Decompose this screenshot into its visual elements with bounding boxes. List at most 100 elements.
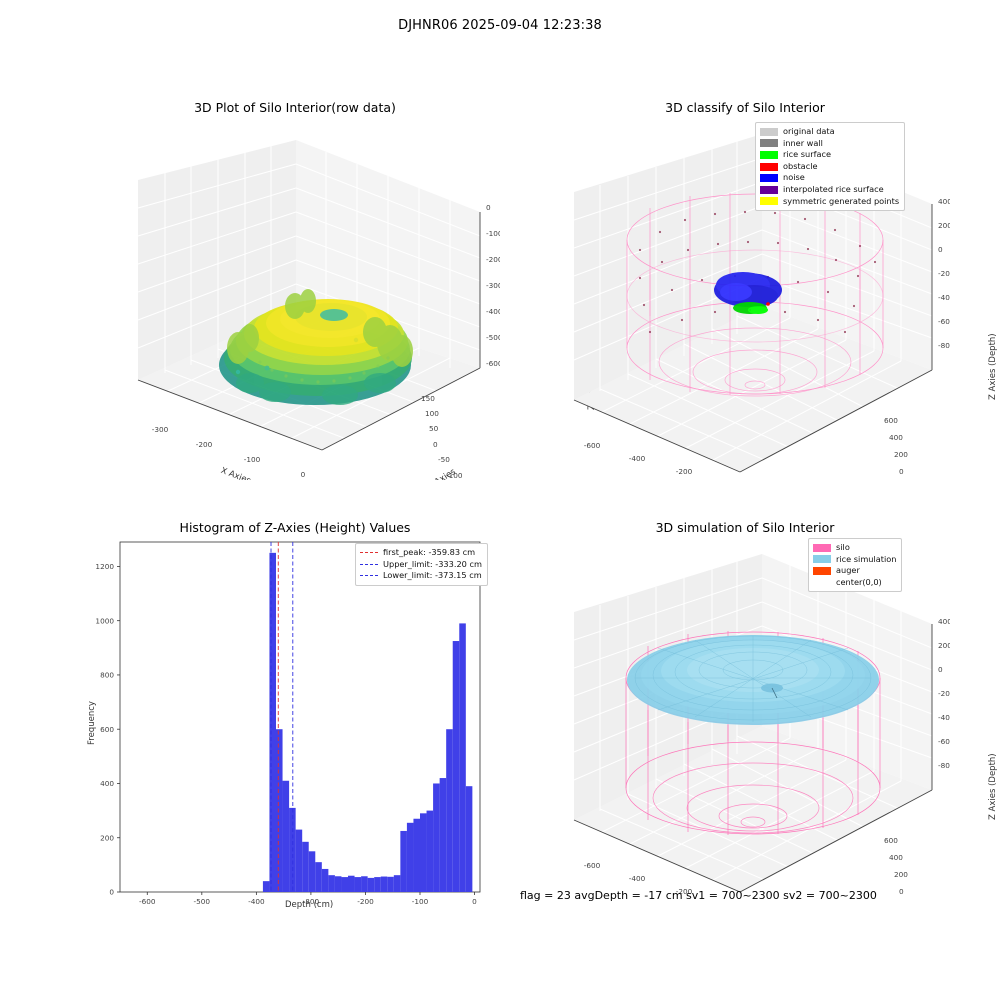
legend-label: auger [836, 565, 860, 576]
histogram-bar [406, 822, 414, 892]
legend-label: obstacle [783, 160, 818, 171]
hist-ytick-label: 600 [100, 725, 114, 734]
panel-3d-classify: 3D classify of Silo Interior [540, 100, 998, 480]
legend-item: auger [813, 565, 896, 577]
histogram-bar [374, 877, 381, 892]
svg-text:-300: -300 [486, 281, 503, 290]
svg-text:-400: -400 [911, 921, 928, 930]
legend-item: Upper_limit: -333.20 cm [360, 559, 482, 571]
legend-label: original data [783, 126, 835, 136]
histogram-bar [308, 851, 316, 892]
histogram-bar [387, 876, 394, 892]
classify-ylabel: Y Axies [893, 479, 926, 505]
svg-text:400: 400 [938, 197, 952, 206]
svg-text:200: 200 [938, 221, 952, 230]
svg-text:-400: -400 [938, 713, 955, 722]
sim-zlabel: Z Axies (Depth) [988, 753, 998, 820]
legend-item: Lower_limit: -373.15 cm [360, 570, 482, 582]
legend-label: center(0,0) [836, 576, 882, 587]
legend-item: center(0,0) [813, 577, 896, 589]
legend-swatch-symmetric-generated-points [760, 197, 778, 206]
histogram-bar [302, 841, 309, 892]
svg-text:400: 400 [889, 853, 903, 862]
histogram-bar [328, 875, 335, 892]
sim-legend: silo rice simulation auger center(0,0) [808, 538, 903, 593]
hist-xtick-label: -500 [194, 897, 211, 906]
legend-item: symmetric generated points [760, 196, 899, 208]
svg-text:-600: -600 [938, 737, 955, 746]
svg-text:-100: -100 [244, 455, 261, 464]
raw-xlabel: X Axies [219, 466, 252, 487]
svg-text:200: 200 [408, 498, 422, 507]
legend-item: interpolated rice surface [760, 184, 899, 196]
legend-label: silo [836, 542, 850, 552]
svg-text:-50: -50 [438, 455, 450, 464]
legend-item: silo [813, 542, 896, 554]
svg-text:-600: -600 [938, 317, 955, 326]
outlier-point [235, 369, 241, 375]
svg-text:-200: -200 [464, 501, 481, 510]
histogram-bar [341, 877, 348, 892]
legend-swatch-silo [813, 543, 831, 552]
svg-text:-200: -200 [676, 467, 693, 476]
svg-text:0: 0 [727, 480, 732, 489]
legend-dash-upper-limit [360, 563, 378, 565]
histogram-bar [420, 813, 427, 892]
svg-text:-600: -600 [584, 861, 601, 870]
histogram-bar [282, 780, 290, 892]
hist-xtick-label: -100 [412, 897, 429, 906]
hist-xtick-label: -600 [139, 897, 156, 906]
svg-text:-150: -150 [454, 486, 471, 495]
histogram-bar [452, 641, 460, 892]
svg-text:150: 150 [421, 394, 435, 403]
histogram-bar [334, 876, 342, 892]
histogram-bar [269, 552, 276, 892]
svg-text:-400: -400 [938, 293, 955, 302]
legend-label: rice simulation [836, 553, 897, 564]
svg-text:400: 400 [938, 617, 952, 626]
panel-histogram: Histogram of Z-Axies (Height) Values 0 20… [87, 520, 500, 920]
svg-text:200: 200 [894, 870, 908, 879]
legend-label: first_peak: -359.83 cm [383, 547, 476, 557]
hist-ytick-label: 800 [100, 671, 114, 680]
svg-text:-200: -200 [938, 689, 955, 698]
legend-label: rice surface [783, 149, 832, 160]
hist-ylabel: Frequency [87, 701, 97, 745]
svg-text:400: 400 [821, 924, 835, 933]
legend-swatch-interpolated-rice-surface [760, 185, 778, 194]
histogram-bar [400, 830, 407, 892]
svg-text:0: 0 [486, 203, 491, 212]
histogram-bar [439, 778, 447, 892]
panel-raw-title: 3D Plot of Silo Interior(row data) [194, 100, 396, 115]
svg-text:100: 100 [425, 409, 439, 418]
histogram-bar [321, 868, 329, 892]
histogram-bar [426, 810, 434, 892]
hist-xtick-label: -400 [248, 897, 265, 906]
histogram-bar [348, 875, 355, 892]
histogram-bar [459, 623, 466, 892]
legend-swatch-auger [813, 566, 831, 575]
hist-xlabel: Depth (cm) [285, 900, 334, 910]
svg-text:-400: -400 [486, 307, 503, 316]
histogram-bar [413, 818, 420, 892]
svg-text:-200: -200 [486, 255, 503, 264]
hist-legend: first_peak: -359.83 cm Upper_limit: -333… [355, 543, 488, 586]
histogram-bar [354, 877, 362, 892]
panel-classify-title: 3D classify of Silo Interior [665, 100, 825, 115]
svg-text:0: 0 [938, 245, 943, 254]
svg-text:-200: -200 [196, 440, 213, 449]
plot-histogram[interactable]: 0 200 400 600 800 1000 1200 -600 -500 -400 -300 -2… [90, 520, 500, 920]
status-text: flag = 23 avgDepth = -17 cm sv1 = 700~23… [520, 889, 877, 902]
classify-xlabel: X Axies [654, 482, 687, 502]
histogram-bar [465, 786, 473, 892]
legend-item: first_peak: -359.83 cm [360, 547, 482, 559]
histogram-bar [295, 829, 303, 892]
panel-hist-title: Histogram of Z-Axies (Height) Values [179, 520, 411, 535]
sim-xlabel: X Axies [654, 902, 687, 922]
svg-text:600: 600 [871, 936, 885, 945]
svg-text:0: 0 [301, 470, 306, 479]
svg-text:0: 0 [899, 887, 904, 896]
legend-item: obstacle [760, 161, 899, 173]
